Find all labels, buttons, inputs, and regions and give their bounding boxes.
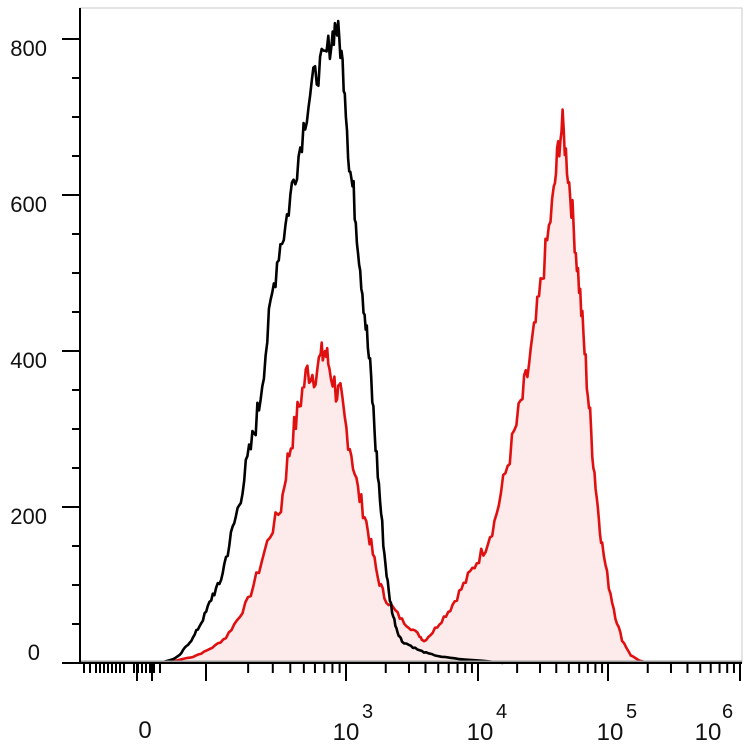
x-tick-label-1e5-exp: 5 — [626, 701, 637, 723]
x-tick-label-1e5-base: 10 — [597, 719, 624, 746]
y-tick-label-400: 400 — [10, 348, 47, 373]
x-tick-label-1e6-base: 10 — [695, 719, 722, 746]
series-1-area — [160, 109, 649, 663]
x-tick-label-1e4-exp: 4 — [496, 701, 507, 723]
series-1 — [159, 108, 649, 665]
x-tick-label-1e6-exp: 6 — [722, 701, 733, 723]
x-tick-label-1e4-base: 10 — [467, 719, 494, 746]
series-layer — [159, 19, 649, 665]
plot-frame — [79, 7, 743, 664]
x-axis-ticks — [83, 663, 741, 681]
series-1-line — [159, 108, 649, 665]
y-tick-label-600: 600 — [10, 192, 47, 217]
x-tick-label-1e3-exp: 3 — [362, 701, 373, 723]
y-tick-label-200: 200 — [10, 504, 47, 529]
series-0 — [159, 19, 504, 665]
series-0-line — [159, 19, 504, 665]
y-tick-label-0: 0 — [28, 640, 40, 665]
x-tick-label-1e3-base: 10 — [333, 719, 360, 746]
x-tick-label-0: 0 — [138, 717, 151, 744]
y-axis-ticks — [62, 38, 80, 664]
y-tick-label-800: 800 — [10, 36, 47, 61]
